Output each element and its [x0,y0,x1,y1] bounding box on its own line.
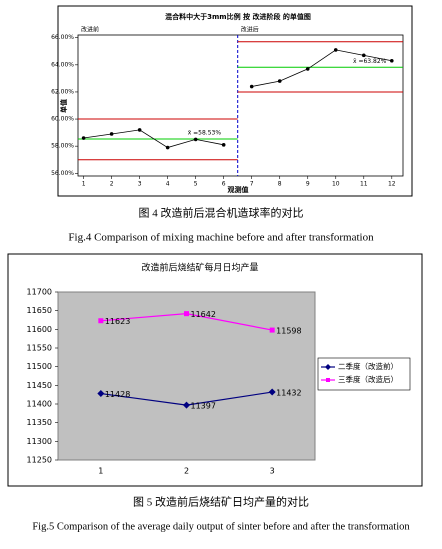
data-point [249,84,254,89]
stage-label: 改进前 [81,26,99,34]
x-tick-label: 7 [250,181,254,188]
y-tick-label: 11650 [27,306,52,315]
x-tick-label: 4 [166,181,170,188]
x-axis-label: 观测值 [228,185,249,194]
data-label: 11428 [105,390,130,399]
data-point [333,48,338,52]
data-point [98,318,104,324]
stage-label: 改进后 [241,26,259,34]
x-tick-label: 9 [306,181,310,188]
y-tick-label: 11550 [27,344,52,353]
data-label: 11642 [191,310,216,319]
data-point [81,136,86,140]
data-point [389,58,394,63]
y-tick-label: 11350 [27,418,52,427]
y-tick-label: 11700 [27,288,52,297]
data-label: 11623 [105,317,130,326]
caption-zh: 图 5 改造前后烧结矿日均产量的对比 [133,495,309,509]
y-tick-label: 11400 [27,400,52,409]
data-label: 11432 [276,389,301,398]
y-tick-label: 58.00% [51,143,74,150]
caption-zh: 图 4 改造前后混合机造球率的对比 [139,206,304,220]
data-label: 11397 [191,402,216,411]
x-tick-label: 8 [278,181,282,188]
y-tick-label: 66.00% [51,34,74,41]
chart-title: 改造前后烧结矿每月日均产量 [141,262,258,274]
data-point [183,401,190,409]
plot-area [77,34,404,177]
y-tick-label: 56.00% [51,170,74,177]
plot-area [57,291,316,461]
x-tick-label: 11 [360,181,368,188]
caption-en: Fig.5 Comparison of the average daily ou… [32,521,410,532]
y-tick-label: 11250 [27,456,52,465]
mean-label: x̄ =58.53% [188,129,222,136]
legend-box [317,357,411,391]
x-tick-label: 1 [82,181,86,188]
data-label: 11598 [276,327,301,336]
y-tick-label: 60.00% [51,116,74,123]
x-tick-label: 1 [98,467,103,476]
data-point [109,132,114,136]
y-tick-label: 11450 [27,381,52,390]
x-tick-label: 10 [332,181,340,188]
y-tick-label: 11300 [27,437,52,446]
legend-marker [325,364,331,370]
data-point [269,327,275,333]
y-tick-label: 64.00% [51,61,74,68]
x-tick-label: 12 [388,181,396,188]
data-point [277,79,282,83]
x-tick-label: 6 [222,181,226,188]
caption-en: Fig.4 Comparison of mixing machine befor… [68,232,374,244]
y-tick-label: 11500 [27,362,52,371]
chart-title: 混合料中大于3mm比例 按 改进阶段 的单值图 [165,12,311,21]
legend-label: 二季度（改造前） [338,361,398,371]
data-point [165,145,170,150]
mean-label: x̄ =63.82% [353,58,387,65]
y-axis-label: 单值 [59,99,68,113]
data-point [221,143,226,147]
y-tick-label: 62.00% [51,88,74,95]
y-tick-label: 11600 [27,325,52,334]
x-tick-label: 2 [184,467,189,476]
data-point [184,311,189,317]
data-point [97,390,105,398]
x-tick-label: 2 [110,181,114,188]
x-tick-label: 3 [138,181,142,188]
chart1-frame [57,5,413,197]
data-point [361,53,366,58]
data-line [83,129,224,148]
legend-label: 三季度（改造后） [338,374,398,384]
data-point [137,128,142,132]
x-tick-label: 3 [270,467,275,476]
data-point [305,67,310,71]
legend-marker [326,378,330,382]
x-tick-label: 5 [194,181,198,188]
data-point [268,388,276,396]
data-line [251,49,392,87]
data-point [193,137,198,142]
